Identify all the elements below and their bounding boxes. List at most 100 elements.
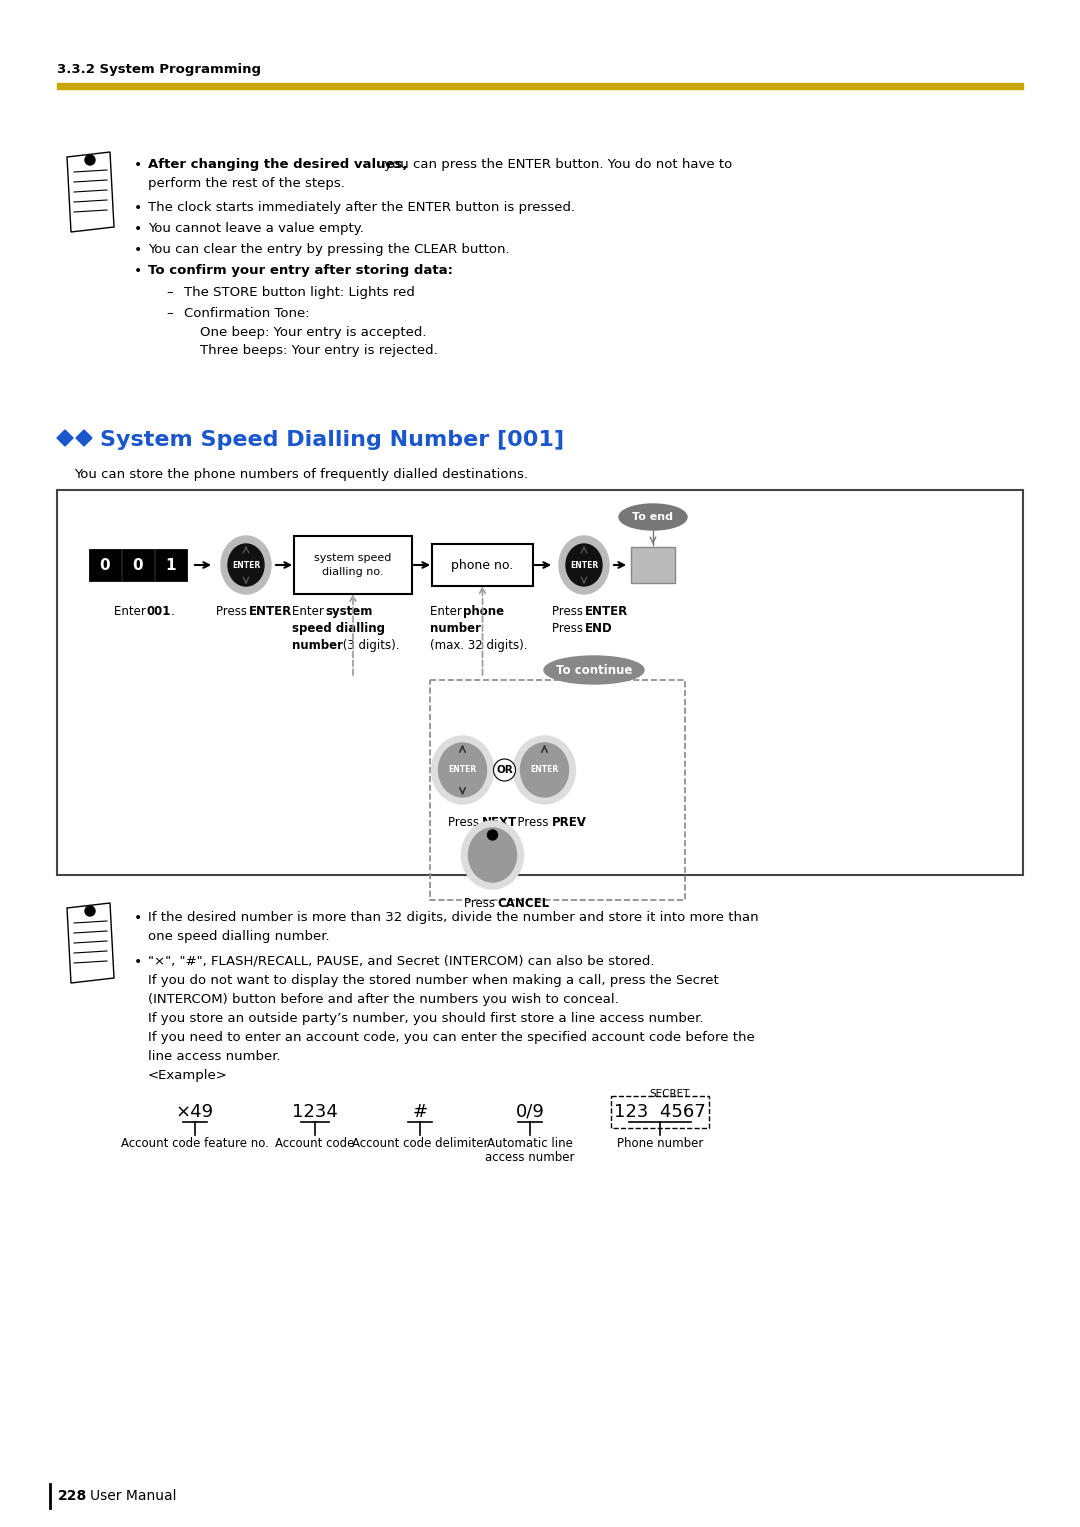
Text: •: • (134, 221, 143, 237)
Ellipse shape (469, 828, 516, 883)
Text: Account code: Account code (275, 1138, 354, 1150)
Text: –: – (166, 307, 173, 321)
Text: System Speed Dialling Number [001]: System Speed Dialling Number [001] (100, 431, 564, 450)
Text: ENTER: ENTER (249, 605, 293, 618)
Bar (156, 550, 186, 580)
Text: Account code feature no.: Account code feature no. (121, 1138, 269, 1150)
Text: Press: Press (216, 605, 251, 618)
Text: 3.3.2 System Programming: 3.3.2 System Programming (57, 63, 261, 76)
Bar (57, 82, 1023, 89)
Circle shape (487, 831, 498, 840)
Text: You cannot leave a value empty.: You cannot leave a value empty. (148, 221, 364, 235)
Text: perform the rest of the steps.: perform the rest of the steps. (148, 177, 345, 189)
Text: Press: Press (464, 896, 499, 910)
Text: Enter: Enter (292, 605, 327, 618)
Polygon shape (57, 431, 73, 446)
Text: You can clear the entry by pressing the CLEAR button.: You can clear the entry by pressing the … (148, 243, 510, 257)
Ellipse shape (566, 544, 602, 586)
Text: 1: 1 (165, 557, 176, 573)
Text: ENTER: ENTER (585, 605, 629, 618)
Text: (3 digits).: (3 digits). (339, 638, 400, 652)
Bar (57, 490, 1023, 875)
Text: Press: Press (448, 815, 483, 829)
Text: number: number (430, 621, 481, 635)
Text: Three beeps: Your entry is rejected.: Three beeps: Your entry is rejected. (200, 344, 437, 357)
Text: number: number (292, 638, 343, 652)
Text: system: system (325, 605, 373, 618)
Bar (90, 550, 120, 580)
Text: Automatic line: Automatic line (487, 1138, 572, 1150)
Text: ×49: ×49 (176, 1102, 214, 1121)
Text: The clock starts immediately after the ENTER button is pressed.: The clock starts immediately after the E… (148, 202, 576, 214)
Text: .: . (619, 605, 623, 618)
Bar (631, 547, 675, 583)
Text: SECRET: SECRET (650, 1089, 690, 1099)
Circle shape (85, 906, 95, 916)
Ellipse shape (438, 744, 486, 797)
Text: Phone number: Phone number (617, 1138, 703, 1150)
Text: you can press the ENTER button. You do not have to: you can press the ENTER button. You do n… (380, 157, 732, 171)
Text: 123  4567: 123 4567 (615, 1102, 706, 1121)
Text: line access number.: line access number. (148, 1051, 281, 1063)
Ellipse shape (461, 822, 524, 889)
Text: .: . (606, 621, 610, 635)
FancyBboxPatch shape (294, 536, 411, 594)
Text: ENTER: ENTER (448, 765, 476, 774)
Text: •: • (134, 243, 143, 257)
Text: Press: Press (552, 621, 586, 635)
Text: Press: Press (552, 605, 586, 618)
Text: 001: 001 (147, 605, 171, 618)
Ellipse shape (228, 544, 264, 586)
Text: –: – (166, 286, 173, 299)
Ellipse shape (521, 744, 568, 797)
Text: Enter: Enter (114, 605, 150, 618)
Text: "×", "#", FLASH/RECALL, PAUSE, and Secret (INTERCOM) can also be stored.: "×", "#", FLASH/RECALL, PAUSE, and Secre… (148, 954, 654, 968)
Text: ENTER: ENTER (570, 560, 598, 570)
Text: ENTER: ENTER (530, 765, 558, 774)
Text: 0/9: 0/9 (515, 1102, 544, 1121)
Text: speed dialling: speed dialling (292, 621, 384, 635)
Text: User Manual: User Manual (90, 1489, 176, 1503)
Text: You can store the phone numbers of frequently dialled destinations.: You can store the phone numbers of frequ… (75, 467, 528, 481)
Text: If the desired number is more than 32 digits, divide the number and store it int: If the desired number is more than 32 di… (148, 912, 758, 924)
Text: #: # (413, 1102, 428, 1121)
Text: CANCEL: CANCEL (498, 896, 550, 910)
Text: system speed: system speed (314, 553, 392, 563)
Polygon shape (76, 431, 92, 446)
Ellipse shape (432, 736, 494, 805)
Text: . Press: . Press (511, 815, 553, 829)
Text: •: • (134, 157, 143, 173)
Text: 0: 0 (99, 557, 110, 573)
Text: The STORE button light: Lights red: The STORE button light: Lights red (184, 286, 415, 299)
Text: One beep: Your entry is accepted.: One beep: Your entry is accepted. (200, 325, 427, 339)
Text: •: • (134, 912, 143, 925)
Text: phone no.: phone no. (451, 559, 514, 571)
Text: .: . (171, 605, 174, 618)
Text: 1234: 1234 (292, 1102, 338, 1121)
Text: NEXT: NEXT (482, 815, 516, 829)
Text: Confirmation Tone:: Confirmation Tone: (184, 307, 310, 321)
Polygon shape (67, 153, 114, 232)
Text: <Example>: <Example> (148, 1069, 228, 1083)
Text: (INTERCOM) button before and after the numbers you wish to conceal.: (INTERCOM) button before and after the n… (148, 993, 619, 1006)
Text: Enter: Enter (430, 605, 465, 618)
Text: OR: OR (496, 765, 513, 776)
Polygon shape (67, 902, 114, 983)
Text: •: • (134, 264, 143, 278)
Text: PREV: PREV (552, 815, 586, 829)
Text: If you store an outside party’s number, you should first store a line access num: If you store an outside party’s number, … (148, 1012, 703, 1025)
Text: .: . (581, 815, 584, 829)
Text: access number: access number (485, 1151, 575, 1164)
Circle shape (85, 156, 95, 165)
Ellipse shape (513, 736, 576, 805)
Bar (430, 680, 685, 899)
Text: one speed dialling number.: one speed dialling number. (148, 930, 329, 944)
Text: (max. 32 digits).: (max. 32 digits). (430, 638, 527, 652)
Text: dialling no.: dialling no. (322, 567, 383, 577)
Ellipse shape (221, 536, 271, 594)
Text: ENTER: ENTER (232, 560, 260, 570)
Text: To continue: To continue (556, 664, 632, 676)
Text: •: • (134, 202, 143, 215)
Text: If you do not want to display the stored number when making a call, press the Se: If you do not want to display the stored… (148, 974, 719, 986)
Ellipse shape (559, 536, 609, 594)
